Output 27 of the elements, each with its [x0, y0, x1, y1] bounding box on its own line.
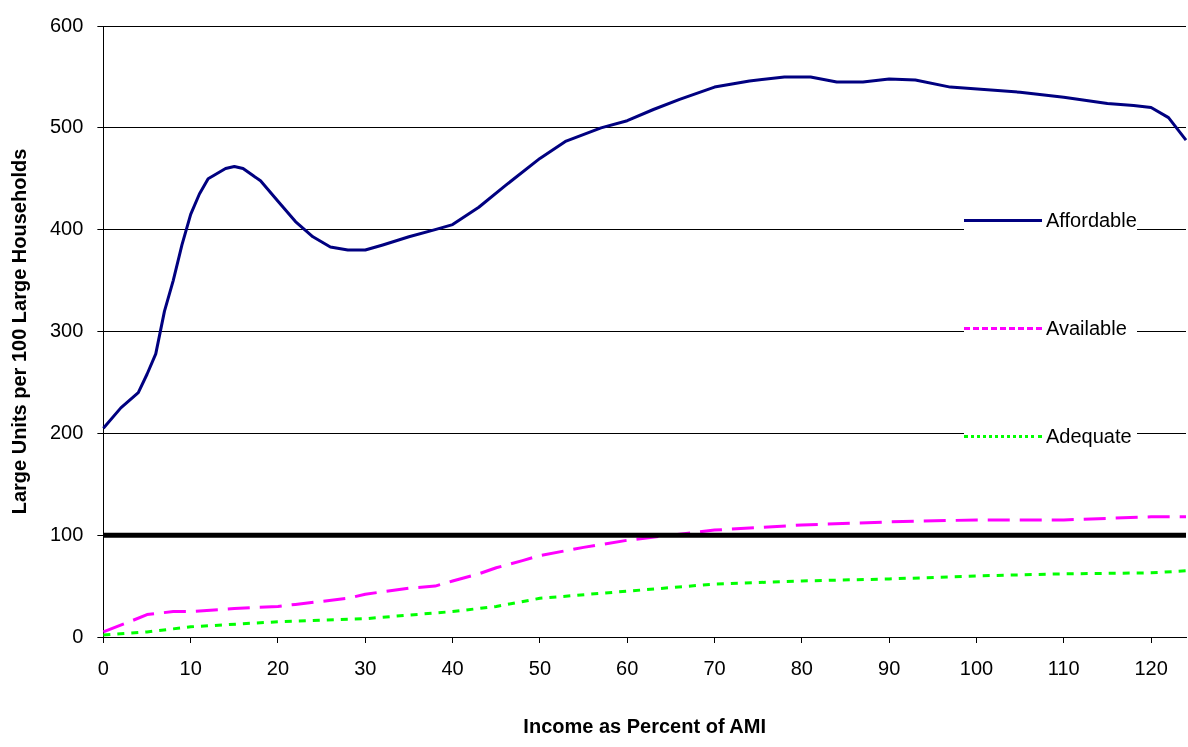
- y-tick-label: 300: [49, 319, 84, 342]
- x-tick-label: 110: [1047, 656, 1080, 679]
- y-tick-label: 200: [49, 420, 84, 443]
- legend-label: Available: [1046, 316, 1127, 340]
- legend-label: Adequate: [1046, 424, 1132, 448]
- y-tick-label: 0: [72, 624, 84, 647]
- x-tick-label: 30: [354, 656, 377, 679]
- y-tick-label: 100: [49, 522, 84, 545]
- x-tick-label: 20: [266, 656, 290, 679]
- x-tick-label: 90: [878, 656, 901, 679]
- x-tick-label: 50: [528, 656, 552, 679]
- x-tick-label: 100: [959, 656, 994, 679]
- x-tick-label: 0: [97, 656, 109, 679]
- y-tick-label: 400: [49, 217, 84, 240]
- x-tick-label: 70: [703, 656, 726, 679]
- x-tick-label: 80: [790, 656, 813, 679]
- x-tick-label: 60: [616, 656, 639, 679]
- legend-label: Affordable: [1046, 208, 1137, 232]
- x-tick-label: 10: [179, 656, 202, 679]
- x-tick-label: 120: [1134, 656, 1168, 679]
- y-axis-title: Large Units per 100 Large Households: [7, 148, 30, 515]
- line-series: [101, 569, 1188, 637]
- y-tick-label: 500: [49, 115, 84, 138]
- x-tick-label: 40: [441, 656, 464, 679]
- x-axis-title: Income as Percent of AMI: [523, 714, 767, 737]
- y-tick-label: 600: [49, 13, 84, 36]
- line-series: [101, 515, 1188, 634]
